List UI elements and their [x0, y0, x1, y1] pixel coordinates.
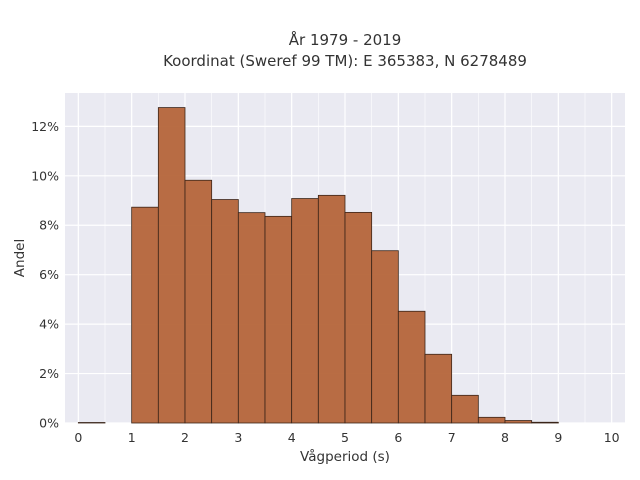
histogram-bar: [211, 199, 239, 424]
x-tick-label: 4: [288, 430, 296, 445]
y-tick-label: 8%: [39, 218, 59, 233]
histogram-bar: [264, 215, 293, 424]
histogram-bar: [157, 107, 186, 424]
x-tick-label: 9: [554, 430, 562, 445]
x-tick-label: 10: [604, 430, 620, 445]
y-tick-label: 10%: [31, 168, 59, 183]
histogram-bar: [344, 211, 373, 424]
histogram-bar: [531, 421, 559, 424]
histogram-bar: [477, 416, 506, 424]
histogram-bar: [291, 198, 319, 424]
x-tick-label: 0: [74, 430, 82, 445]
y-axis-ticks: 0% 2% 4% 6% 8% 10% 12%: [31, 119, 59, 431]
x-tick-label: 8: [501, 430, 509, 445]
histogram-bar: [237, 212, 266, 424]
y-tick-label: 12%: [31, 119, 59, 134]
x-tick-label: 1: [128, 430, 136, 445]
y-tick-label: 0%: [39, 416, 59, 431]
histogram-bar: [371, 250, 399, 424]
histogram-bar: [317, 194, 346, 424]
histogram-bars: [77, 107, 559, 424]
histogram-bar: [131, 206, 159, 424]
y-tick-label: 2%: [39, 366, 59, 381]
x-axis-ticks: 0 1 2 3 4 5 6 7 8 9 10: [74, 430, 619, 445]
x-tick-label: 3: [234, 430, 242, 445]
histogram-bar: [397, 310, 426, 424]
x-axis-label: Vågperiod (s): [300, 448, 390, 465]
histogram-bar: [424, 353, 453, 424]
y-tick-label: 6%: [39, 267, 59, 282]
y-tick-label: 4%: [39, 317, 59, 332]
x-tick-label: 7: [448, 430, 456, 445]
x-tick-label: 6: [394, 430, 402, 445]
histogram-bar: [504, 420, 533, 424]
histogram-bar: [184, 179, 213, 424]
chart-subtitle: Koordinat (Sweref 99 TM): E 365383, N 62…: [163, 52, 527, 70]
chart-title: År 1979 - 2019: [289, 30, 402, 49]
histogram-bar: [451, 394, 479, 424]
x-tick-label: 2: [181, 430, 189, 445]
y-axis-label: Andel: [12, 239, 28, 277]
x-tick-label: 5: [341, 430, 349, 445]
